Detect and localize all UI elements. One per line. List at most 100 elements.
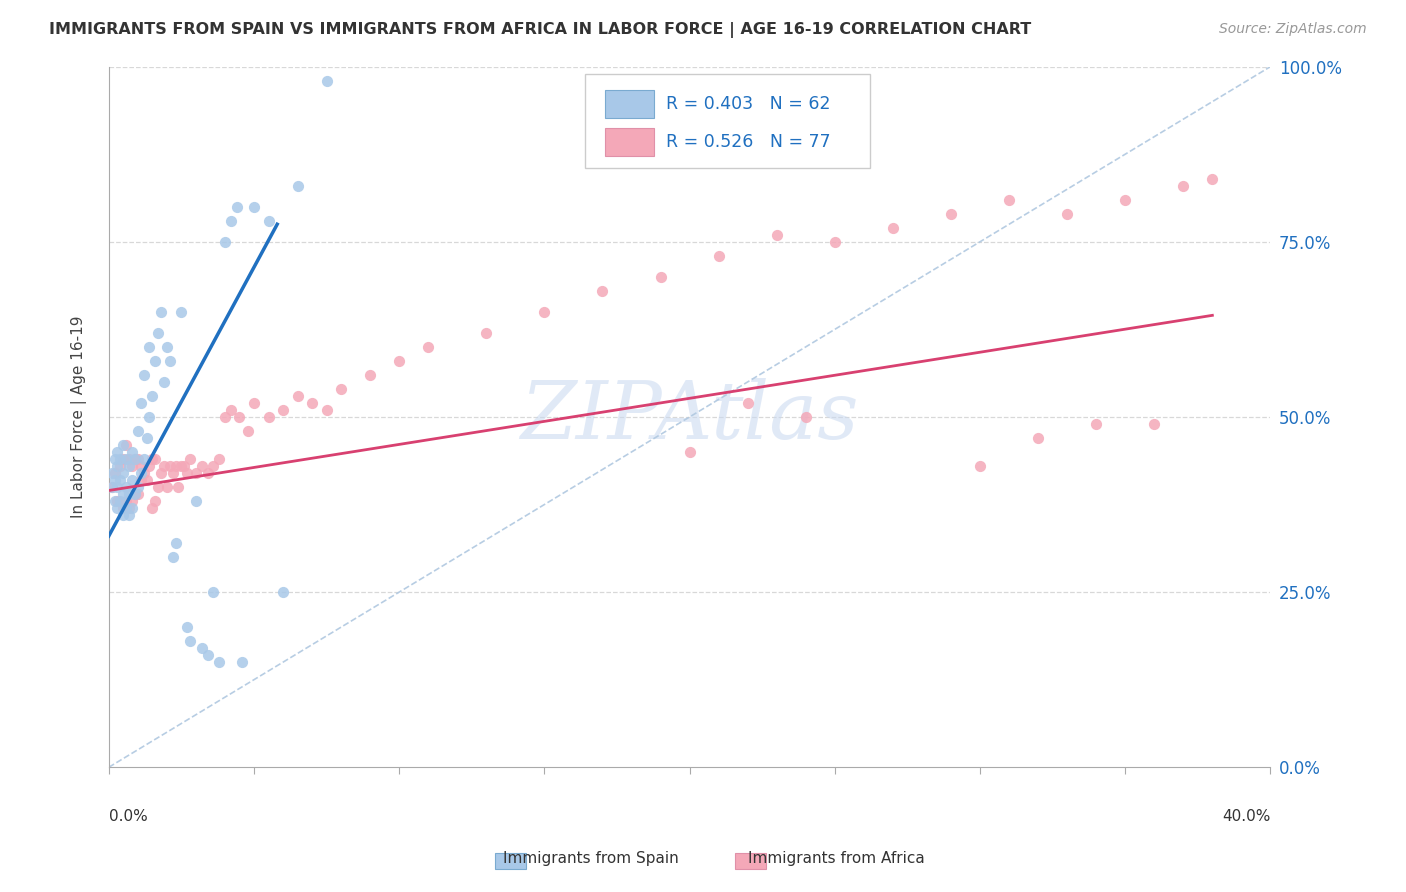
Point xyxy=(107,458,129,473)
Text: 0.0%: 0.0% xyxy=(108,809,148,824)
Point xyxy=(156,340,179,354)
FancyBboxPatch shape xyxy=(585,74,870,169)
Point xyxy=(135,473,157,487)
Y-axis label: In Labor Force | Age 16-19: In Labor Force | Age 16-19 xyxy=(72,316,87,518)
Point xyxy=(592,284,614,298)
Point xyxy=(214,409,236,424)
Point xyxy=(110,473,132,487)
Point xyxy=(1085,417,1108,431)
Point xyxy=(156,480,179,494)
Point xyxy=(112,466,135,480)
Point xyxy=(219,213,242,227)
Point xyxy=(121,501,143,516)
Point xyxy=(257,213,280,227)
Text: R = 0.526   N = 77: R = 0.526 N = 77 xyxy=(666,133,831,152)
Point xyxy=(103,494,125,508)
Point xyxy=(208,452,231,467)
Point xyxy=(129,466,152,480)
Point xyxy=(100,480,122,494)
Point xyxy=(170,458,193,473)
Point xyxy=(121,445,143,459)
Point xyxy=(359,368,381,382)
Point xyxy=(103,473,125,487)
Point xyxy=(143,494,166,508)
Point xyxy=(287,178,309,193)
Point xyxy=(184,494,207,508)
Point xyxy=(197,466,219,480)
Point xyxy=(219,403,242,417)
Point xyxy=(107,480,129,494)
Point xyxy=(132,452,155,467)
Point xyxy=(998,193,1021,207)
Point xyxy=(124,452,146,467)
Point xyxy=(1201,171,1223,186)
Point xyxy=(225,200,247,214)
Point xyxy=(418,340,440,354)
Point xyxy=(159,458,181,473)
Point xyxy=(315,403,337,417)
Point xyxy=(115,452,138,467)
Point xyxy=(202,458,225,473)
Point xyxy=(118,452,141,467)
Point xyxy=(170,305,193,319)
Point xyxy=(112,438,135,452)
Point xyxy=(115,438,138,452)
Text: IMMIGRANTS FROM SPAIN VS IMMIGRANTS FROM AFRICA IN LABOR FORCE | AGE 16-19 CORRE: IMMIGRANTS FROM SPAIN VS IMMIGRANTS FROM… xyxy=(49,22,1032,38)
Point xyxy=(315,73,337,87)
Text: 40.0%: 40.0% xyxy=(1222,809,1271,824)
Point xyxy=(115,494,138,508)
Point xyxy=(150,305,173,319)
Point xyxy=(146,326,169,340)
Point xyxy=(107,494,129,508)
Point xyxy=(118,458,141,473)
Point xyxy=(228,409,250,424)
Point xyxy=(135,431,157,445)
Point xyxy=(650,269,672,284)
Point xyxy=(138,409,160,424)
Point xyxy=(882,220,904,235)
Point xyxy=(138,458,160,473)
Point xyxy=(100,466,122,480)
Point xyxy=(165,536,187,550)
Point xyxy=(112,452,135,467)
Point xyxy=(112,501,135,516)
Text: Immigrants from Africa: Immigrants from Africa xyxy=(748,851,925,865)
Point xyxy=(146,480,169,494)
Point xyxy=(162,550,184,565)
Point xyxy=(110,452,132,467)
Point xyxy=(110,494,132,508)
Point xyxy=(1114,193,1136,207)
Point xyxy=(124,487,146,501)
Point xyxy=(132,466,155,480)
Point xyxy=(231,655,253,669)
Point xyxy=(257,409,280,424)
Text: R = 0.403   N = 62: R = 0.403 N = 62 xyxy=(666,95,831,112)
Point xyxy=(143,452,166,467)
Point xyxy=(179,452,201,467)
Point xyxy=(103,452,125,467)
Point xyxy=(190,641,212,656)
Point xyxy=(824,235,846,249)
Point xyxy=(214,235,236,249)
Point xyxy=(118,508,141,522)
Point xyxy=(132,368,155,382)
Point xyxy=(388,354,411,368)
Point xyxy=(153,458,176,473)
Point xyxy=(112,487,135,501)
Point xyxy=(678,445,700,459)
Point xyxy=(138,340,160,354)
Point xyxy=(167,480,190,494)
Point xyxy=(765,227,787,242)
Point xyxy=(127,480,149,494)
Point xyxy=(121,494,143,508)
Point xyxy=(475,326,498,340)
Point xyxy=(162,466,184,480)
Point xyxy=(124,487,146,501)
Point xyxy=(173,458,195,473)
Point xyxy=(533,305,555,319)
Point xyxy=(150,466,173,480)
Point xyxy=(110,458,132,473)
Point xyxy=(107,445,129,459)
Point xyxy=(159,354,181,368)
Point xyxy=(127,452,149,467)
